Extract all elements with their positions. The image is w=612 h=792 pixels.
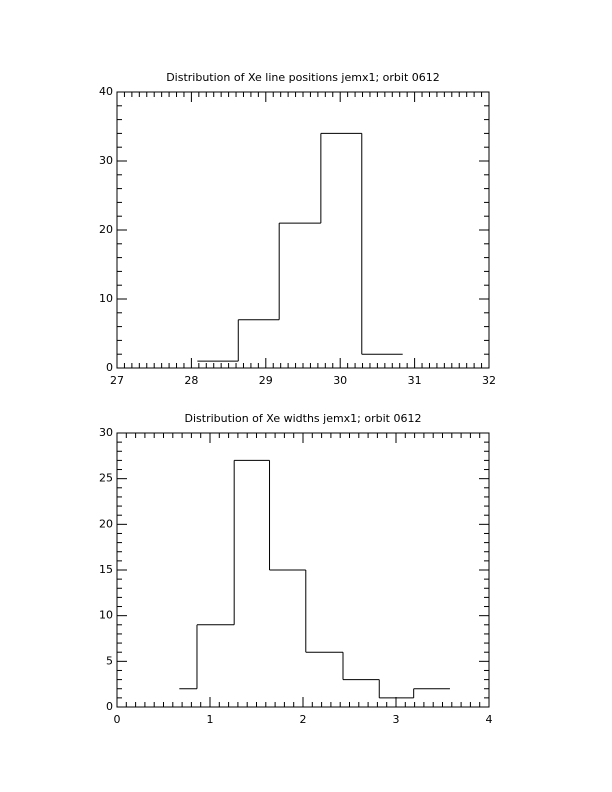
x-tick-label: 27 (110, 374, 124, 387)
y-tick-label: 20 (99, 223, 113, 236)
x-tick-label: 30 (333, 374, 347, 387)
y-tick-label: 10 (99, 609, 113, 622)
x-tick-label: 2 (300, 713, 307, 726)
y-tick-label: 0 (106, 361, 113, 374)
y-tick-label: 15 (99, 563, 113, 576)
chart-title: Distribution of Xe widths jemx1; orbit 0… (185, 412, 422, 425)
x-tick-label: 0 (114, 713, 121, 726)
y-tick-label: 30 (99, 154, 113, 167)
x-tick-label: 31 (408, 374, 422, 387)
x-tick-label: 29 (259, 374, 273, 387)
y-tick-label: 0 (106, 700, 113, 713)
y-tick-label: 40 (99, 85, 113, 98)
plot-frame (116, 91, 490, 369)
x-tick-label: 4 (486, 713, 493, 726)
x-tick-label: 3 (393, 713, 400, 726)
chart-title: Distribution of Xe line positions jemx1;… (166, 71, 440, 84)
y-tick-label: 25 (99, 472, 113, 485)
x-tick-label: 1 (207, 713, 214, 726)
y-tick-label: 30 (99, 426, 113, 439)
x-tick-label: 28 (184, 374, 198, 387)
y-tick-label: 10 (99, 292, 113, 305)
y-tick-label: 20 (99, 517, 113, 530)
x-tick-label: 32 (482, 374, 496, 387)
y-tick-label: 5 (106, 654, 113, 667)
